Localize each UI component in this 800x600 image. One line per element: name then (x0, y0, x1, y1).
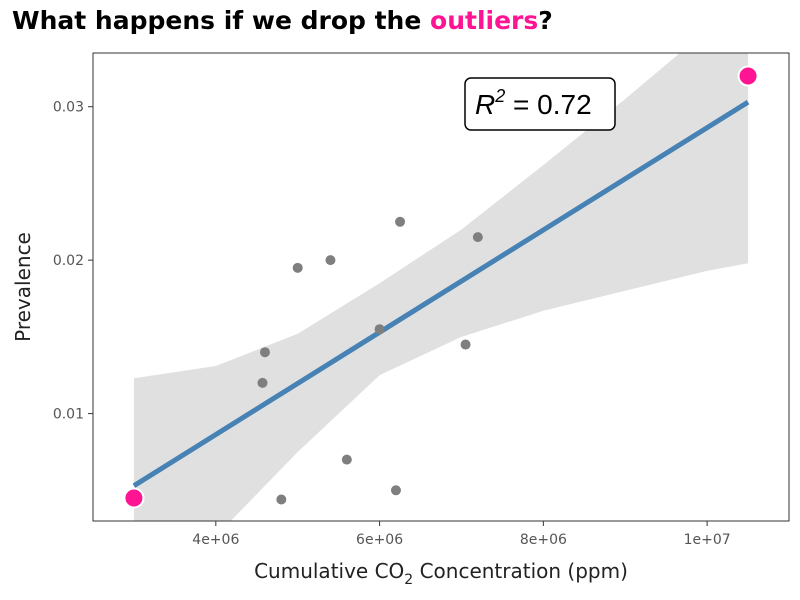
x-tick-label: 4e+06 (192, 532, 239, 548)
title-highlight: outliers (430, 6, 539, 35)
x-axis-title-sub: 2 (404, 572, 413, 588)
r2-sup: 2 (494, 86, 505, 106)
ticks-layer: 4e+06 6e+06 8e+06 1e+07 0.01 0.02 0.03 (53, 100, 731, 548)
data-point (395, 216, 406, 227)
r2-label: R (475, 89, 495, 120)
r2-value: = 0.72 (505, 89, 591, 120)
plot-panel-border (92, 52, 790, 522)
x-tick-label: 1e+07 (684, 532, 731, 548)
r2-annotation: R2 = 0.72 (464, 77, 616, 131)
confidence-band-layer (133, 53, 749, 521)
x-axis-title-post: Concentration (ppm) (413, 559, 628, 583)
x-axis-title: Cumulative CO2 Concentration (ppm) (254, 559, 628, 588)
data-point (325, 255, 336, 266)
data-point (292, 262, 303, 273)
data-point (390, 485, 401, 496)
chart-title: What happens if we drop the outliers? (12, 6, 553, 35)
r2-box (464, 77, 616, 131)
regression-line (132, 99, 750, 488)
fit-line-layer (132, 99, 750, 488)
y-tick-label: 0.02 (53, 253, 84, 269)
x-axis-title-pre: Cumulative CO (254, 559, 404, 583)
data-point (341, 454, 352, 465)
y-axis-title: Prevalence (11, 232, 35, 342)
data-point (257, 377, 268, 388)
confidence-band (133, 53, 749, 521)
data-point (276, 494, 287, 505)
outlier-point (737, 65, 759, 87)
outlier-point (123, 487, 145, 509)
y-tick-label: 0.03 (53, 100, 84, 116)
r2-text: R2 = 0.72 (475, 86, 592, 120)
x-tick-label: 8e+06 (520, 532, 567, 548)
y-tick-label: 0.01 (53, 407, 84, 423)
data-point (460, 339, 471, 350)
points-layer (123, 65, 759, 509)
title-prefix: What happens if we drop the (12, 6, 431, 35)
x-tick-label: 6e+06 (356, 532, 403, 548)
data-point (374, 324, 385, 335)
data-point (259, 347, 270, 358)
data-point (472, 232, 483, 243)
title-suffix: ? (538, 6, 553, 35)
